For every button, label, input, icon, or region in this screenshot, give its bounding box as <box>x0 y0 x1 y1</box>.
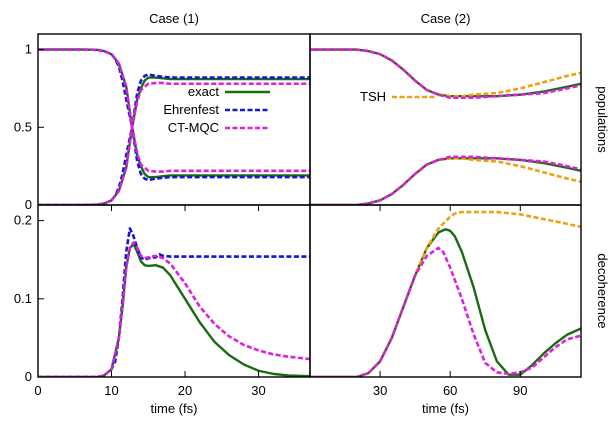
series-line-exact-0 <box>310 48 581 98</box>
series-line-ct-mqc-5 <box>38 81 310 205</box>
panel-populations-case2: Case (2) populations TSH <box>309 11 610 206</box>
series-line-ehrenfest-3 <box>38 73 310 205</box>
legend-label: TSH <box>360 89 386 104</box>
y-tick-label: 0.5 <box>14 119 32 134</box>
series-line-ehrenfest-1 <box>38 227 310 377</box>
plot-frame <box>37 204 311 378</box>
legend-label: exact <box>188 84 219 99</box>
series-line-tsh-2 <box>310 48 581 98</box>
x-tick-label: 10 <box>104 383 118 398</box>
y-tick-label: 0 <box>25 197 32 212</box>
x-tick-label: 30 <box>373 383 387 398</box>
series-line-exact-0 <box>38 242 310 377</box>
x-tick-label: 0 <box>34 383 41 398</box>
y-tick-label: 0 <box>25 369 32 384</box>
series-line-exact-1 <box>38 76 310 205</box>
y-axis-label: populations <box>595 86 610 153</box>
x-axis-label: time (fs) <box>422 401 469 416</box>
series-line-ct-mqc-2 <box>38 241 310 377</box>
panel-decoherence-case1: 0 10 20 30 0 0.1 0.2 time (fs) <box>14 204 311 416</box>
plot-frame <box>309 33 582 206</box>
x-tick-label: 20 <box>178 383 192 398</box>
series-line-tsh-1 <box>310 210 581 377</box>
series-line-ct-mqc-4 <box>38 48 310 173</box>
series-line-exact-1 <box>310 157 581 205</box>
legend-label: Ehrenfest <box>163 102 219 117</box>
plot-frame <box>309 204 582 378</box>
series-line-tsh-3 <box>310 157 581 205</box>
panel-title: Case (2) <box>421 11 471 26</box>
panel-populations-case1: 0 0.5 1 Case (1) exact Ehrenfest CT-MQC <box>14 11 311 212</box>
series-line-ct-mqc-5 <box>310 155 581 205</box>
series-line-exact-0 <box>310 228 581 377</box>
y-tick-label: 1 <box>25 42 32 57</box>
y-axis-label: decoherence <box>595 253 610 328</box>
series-line-ct-mqc-4 <box>310 48 581 100</box>
y-tick-label: 0.1 <box>14 291 32 306</box>
x-tick-label: 90 <box>513 383 527 398</box>
y-tick-label: 0.2 <box>14 213 32 228</box>
panel-title: Case (1) <box>149 11 199 26</box>
x-axis-label: time (fs) <box>151 401 198 416</box>
legend-label: CT-MQC <box>168 120 219 135</box>
x-tick-label: 30 <box>251 383 265 398</box>
x-tick-label: 60 <box>443 383 457 398</box>
panel-decoherence-case2: 30 60 90 time (fs) decoherence <box>309 204 610 416</box>
